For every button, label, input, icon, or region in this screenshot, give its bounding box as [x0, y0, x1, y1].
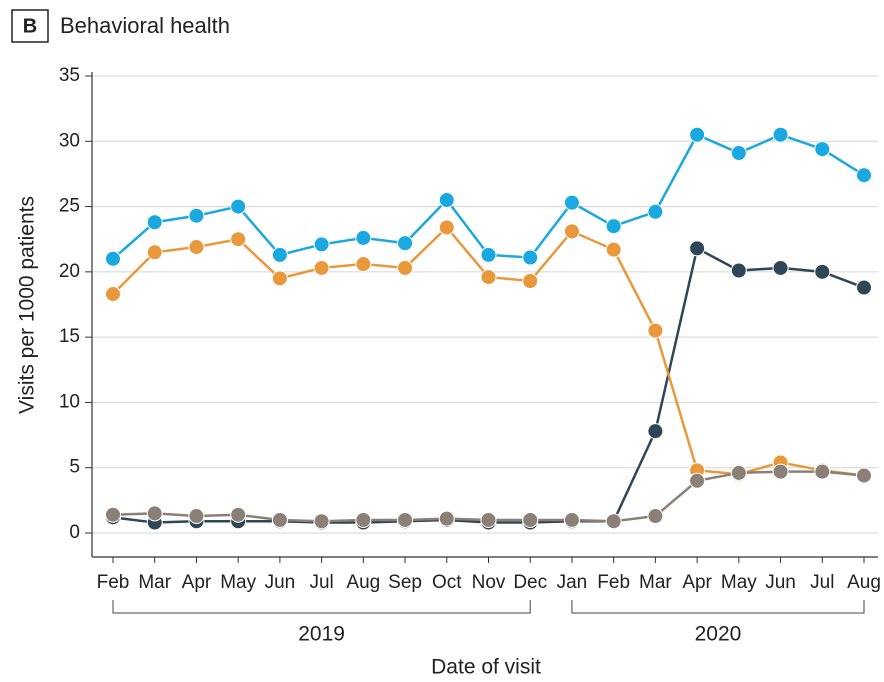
- x-tick-label: Oct: [432, 572, 462, 593]
- y-tick-label: 15: [59, 326, 80, 347]
- data-point: [271, 511, 288, 528]
- series-line: [112, 133, 865, 260]
- year-label: 2019: [298, 623, 345, 646]
- data-point: [522, 272, 539, 289]
- data-point: [563, 511, 580, 528]
- data-point: [689, 240, 706, 257]
- x-tick-label: Jul: [309, 572, 333, 593]
- y-tick-label: 10: [59, 391, 80, 412]
- data-point: [146, 505, 163, 522]
- data-point: [397, 235, 414, 252]
- data-point: [856, 167, 872, 184]
- data-point: [647, 423, 664, 440]
- x-tick-label: Jul: [810, 572, 834, 593]
- data-point: [105, 506, 121, 523]
- data-point: [772, 126, 789, 143]
- x-tick-label: Apr: [182, 572, 212, 593]
- data-point: [730, 145, 747, 162]
- x-tick-label: Mar: [138, 572, 171, 593]
- data-point: [355, 229, 372, 246]
- data-point: [188, 239, 205, 256]
- year-bracket: [112, 600, 531, 614]
- data-point: [605, 513, 622, 530]
- x-tick-label: Aug: [346, 572, 380, 593]
- data-point: [105, 250, 121, 267]
- y-tick-label: 35: [59, 65, 80, 86]
- data-point: [480, 246, 497, 263]
- data-point: [647, 203, 664, 220]
- y-tick-label: 30: [59, 130, 80, 151]
- data-point: [730, 464, 747, 481]
- data-point: [146, 214, 163, 231]
- x-tick-label: Aug: [847, 572, 881, 593]
- x-tick-label: Apr: [682, 572, 712, 593]
- data-point: [563, 194, 580, 211]
- data-point: [397, 511, 414, 528]
- data-point: [647, 508, 664, 525]
- data-point: [397, 259, 414, 276]
- data-point: [814, 463, 831, 480]
- data-point: [689, 472, 706, 489]
- data-point: [730, 262, 747, 279]
- data-point: [814, 263, 831, 280]
- data-point: [313, 236, 330, 253]
- panel-box: [11, 9, 49, 43]
- data-point: [522, 249, 539, 266]
- data-point: [605, 218, 622, 235]
- data-point: [856, 279, 872, 296]
- panel-label: B: [23, 15, 37, 37]
- x-tick-label: Feb: [97, 572, 130, 593]
- data-point: [230, 231, 247, 248]
- data-point: [313, 513, 330, 530]
- data-point: [313, 259, 330, 276]
- data-point: [522, 511, 539, 528]
- x-tick-label: May: [721, 572, 757, 593]
- data-point: [563, 223, 580, 240]
- data-point: [230, 198, 247, 215]
- x-axis-label: Date of visit: [431, 656, 541, 679]
- data-point: [689, 126, 706, 143]
- data-point: [438, 510, 455, 527]
- x-tick-label: Mar: [639, 572, 672, 593]
- data-point: [355, 256, 372, 273]
- data-point: [856, 467, 872, 484]
- data-point: [814, 141, 831, 158]
- x-tick-label: May: [220, 572, 256, 593]
- y-tick-label: 25: [59, 196, 80, 217]
- data-point: [146, 244, 163, 261]
- year-bracket: [571, 600, 865, 614]
- year-label: 2020: [695, 623, 742, 646]
- chart-title: Behavioral health: [60, 13, 230, 38]
- y-tick-label: 20: [59, 261, 80, 282]
- data-point: [772, 259, 789, 276]
- data-point: [605, 241, 622, 258]
- x-tick-label: Feb: [597, 572, 630, 593]
- data-point: [105, 286, 121, 303]
- data-point: [647, 322, 664, 339]
- x-tick-label: Jan: [557, 572, 588, 593]
- data-point: [438, 192, 455, 209]
- data-point: [188, 207, 205, 224]
- y-tick-label: 0: [69, 522, 80, 543]
- x-tick-label: Jun: [765, 572, 796, 593]
- data-point: [230, 506, 247, 523]
- data-point: [480, 511, 497, 528]
- series-line: [112, 246, 865, 524]
- data-point: [188, 508, 205, 525]
- x-tick-label: Nov: [472, 572, 506, 593]
- data-point: [480, 269, 497, 286]
- data-point: [438, 219, 455, 236]
- data-point: [271, 270, 288, 287]
- x-tick-label: Jun: [265, 572, 296, 593]
- series-line: [112, 225, 865, 477]
- y-tick-label: 5: [69, 457, 80, 478]
- x-tick-label: Sep: [388, 572, 422, 593]
- data-point: [271, 246, 288, 263]
- data-point: [355, 511, 372, 528]
- y-axis-label: Visits per 1000 patients: [16, 196, 39, 414]
- x-tick-label: Dec: [513, 572, 547, 593]
- data-point: [772, 463, 789, 480]
